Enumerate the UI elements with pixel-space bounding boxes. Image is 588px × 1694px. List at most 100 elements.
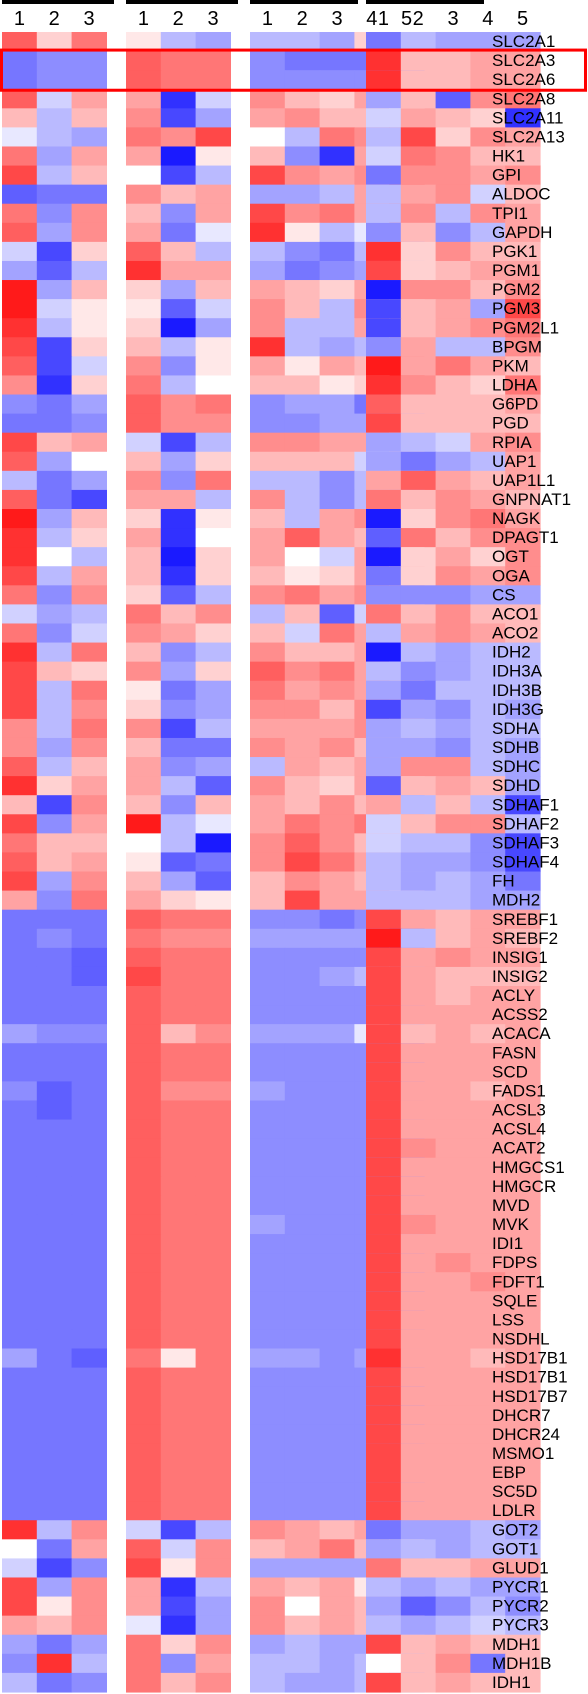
heatmap-cell [435,70,471,90]
heatmap-cell [195,1501,231,1521]
heatmap-cell [2,1672,38,1693]
heatmap-cell [195,1100,231,1121]
heatmap-cell [36,1081,73,1102]
heatmap-cell [505,909,541,930]
heatmap-cell [505,757,541,777]
heatmap-cell [126,1024,162,1044]
heatmap-cell [2,1634,38,1655]
heatmap-cell [400,566,437,586]
heatmap-cell [505,1501,541,1521]
heatmap-cell [366,51,402,71]
heatmap-cell [505,642,541,663]
heatmap-cell [319,833,355,854]
heatmap-cell [435,451,471,472]
heatmap-cell [126,966,162,987]
heatmap-cell [71,661,107,682]
heatmap-cell [284,70,321,90]
heatmap-cell [126,871,162,892]
heatmap-cell [284,1005,321,1025]
heatmap-cell [435,1424,471,1445]
heatmap-cell [250,1348,286,1369]
heatmap-cell [319,585,355,605]
heatmap-cell [435,1195,471,1216]
heatmap-cell [250,890,286,911]
heatmap-cell [71,337,107,357]
heatmap-cell [470,318,506,338]
heatmap-cell [400,1272,437,1292]
heatmap-cell [505,1520,541,1540]
heatmap-cell [505,699,541,720]
heatmap-cell [505,1463,541,1483]
heatmap-cell [195,1367,231,1388]
heatmap-cell [195,489,231,510]
heatmap-cell [284,1367,321,1388]
heatmap-cell [505,337,541,357]
heatmap-cell [366,1138,402,1159]
heatmap-cell [400,509,437,529]
heatmap-cell [400,451,437,472]
heatmap-cell [366,1539,402,1559]
heatmap-cell [435,776,471,796]
heatmap-cell [284,1176,321,1197]
heatmap-cell [505,1253,541,1273]
heatmap-cell [284,795,321,815]
heatmap-cell [126,928,162,949]
heatmap-cell [470,890,506,911]
heatmap-cell [400,489,437,510]
heatmap-cell [319,699,355,720]
heatmap-cell [126,566,162,586]
heatmap-cell [2,1539,38,1559]
heatmap-cell [400,1119,437,1140]
heatmap-cell [435,1558,471,1579]
heatmap-cell [126,1653,162,1674]
heatmap-cell [400,394,437,415]
heatmap-cell [36,1234,73,1254]
heatmap-cell [470,795,506,815]
heatmap-cell [195,32,231,52]
heatmap-cell [195,1253,231,1273]
heatmap-cell [400,928,437,949]
row-label: GAPDH [492,223,552,242]
heatmap-cell [505,833,541,854]
heatmap-cell [366,1520,402,1540]
heatmap-cell [284,1443,321,1464]
heatmap-cell [470,356,506,377]
heatmap-cell [470,1291,506,1311]
heatmap-cell [470,375,506,396]
heatmap-cell [400,661,437,682]
heatmap-cell [71,718,107,739]
heatmap-cell [505,1234,541,1254]
heatmap-cell [160,890,197,911]
heatmap-cell [126,1539,162,1559]
heatmap-cell [250,356,286,377]
heatmap-cell [195,680,231,701]
heatmap-cell [366,1062,402,1082]
heatmap-cell [400,1081,437,1102]
heatmap-cell [470,413,506,434]
heatmap-cell [36,1405,73,1426]
heatmap-cell [366,1043,402,1063]
heatmap-cell [195,1577,231,1598]
heatmap-cell [470,871,506,892]
heatmap-cell [435,1672,471,1693]
heatmap-cell [284,1424,321,1445]
heatmap-cell [470,337,506,357]
heatmap-cell [71,1596,107,1617]
heatmap-cell [284,146,321,167]
column-label: 3 [83,8,94,30]
heatmap-cell [470,1424,506,1445]
heatmap-cell [71,184,107,205]
row-label: SDHAF3 [492,833,559,852]
heatmap-cell [319,32,355,52]
row-label: PYCR2 [492,1597,549,1616]
heatmap-cell [319,1653,355,1674]
heatmap-cell [505,1596,541,1617]
heatmap-cell [2,814,38,834]
heatmap-cell [470,184,506,205]
row-label: FADS1 [492,1081,546,1100]
heatmap-cell [470,1482,506,1502]
heatmap-cell [71,1081,107,1102]
heatmap-cell [284,1596,321,1617]
heatmap-cell [195,1157,231,1178]
heatmap-cell [126,680,162,701]
